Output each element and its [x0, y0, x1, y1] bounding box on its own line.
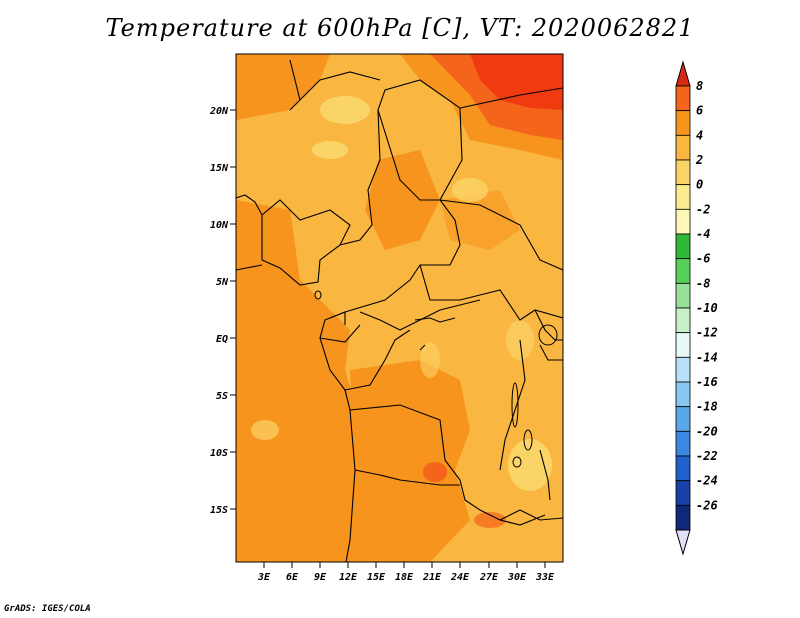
country-borders [236, 59, 563, 562]
colorbar-label: -8 [696, 276, 710, 290]
lon-label: 33E [535, 572, 555, 583]
colorbar-swatch [675, 406, 691, 432]
colorbar-min-arrow [675, 529, 691, 556]
colorbar-swatch [675, 208, 691, 235]
lon-label: 30E [507, 572, 527, 583]
lon-label: 27E [479, 572, 499, 583]
lat-label: 5N [216, 277, 229, 288]
colorbar-swatch [675, 480, 691, 506]
lat-label: 5S [216, 391, 228, 402]
colorbar-swatch [675, 307, 691, 334]
colorbar-label: -16 [696, 375, 718, 389]
colorbar-swatch [675, 110, 691, 136]
colorbar-label: -6 [696, 252, 710, 266]
colorbar-swatch [675, 381, 691, 408]
map-frame [235, 53, 564, 563]
colorbar-swatch [675, 430, 691, 457]
temperature-field [236, 54, 563, 562]
colorbar-label: 4 [696, 128, 703, 142]
lon-label: 15E [367, 572, 386, 583]
lake-outlines [314, 290, 558, 468]
lat-label: 15S [210, 505, 228, 516]
lat-label: 15N [210, 163, 229, 174]
latitude-axis: 20N 15N 10N 5N EQ 5S 10S 15S [209, 106, 236, 516]
colorbar-label: 6 [696, 104, 703, 118]
lon-label: 12E [339, 572, 358, 583]
colorbar-label: -12 [696, 326, 718, 340]
colorbar-label: 2 [695, 153, 703, 167]
lat-label: EQ [216, 334, 228, 345]
colorbar-label: -14 [696, 350, 718, 364]
colorbar [675, 60, 691, 556]
colorbar-swatch [675, 504, 691, 531]
colorbar-max-arrow [675, 60, 691, 87]
lat-label: 10N [210, 220, 229, 231]
colorbar-labels: 8 6 4 2 0 -2 -4 -6 -8 -10 -12 -14 -16 -18 -20 -22 -24 -26 [695, 79, 718, 512]
colorbar-label: -10 [696, 301, 718, 315]
colorbar-label: -26 [696, 498, 718, 512]
colorbar-label: 0 [696, 178, 703, 192]
colorbar-swatch [675, 85, 691, 112]
colorbar-swatch [675, 455, 691, 482]
lon-label: 21E [422, 572, 442, 583]
lon-label: 6E [286, 572, 299, 583]
colorbar-swatch [675, 332, 691, 358]
map-title: Temperature at 600hPa [C], VT: 202006282… [105, 14, 695, 42]
colorbar-swatch [675, 233, 691, 260]
colorbar-label: 8 [696, 79, 703, 93]
lat-label: 20N [209, 106, 229, 117]
colorbar-swatch [675, 159, 691, 186]
colorbar-label: -22 [696, 449, 718, 463]
lon-label: 3E [257, 572, 271, 583]
colorbar-label: -24 [696, 474, 718, 488]
colorbar-swatch [675, 184, 691, 210]
longitude-axis: 3E 6E 9E 12E 15E 18E 21E 24E 27E 30E 33E [257, 562, 555, 583]
colorbar-label: -18 [696, 400, 718, 414]
colorbar-swatch [675, 258, 691, 284]
lon-label: 9E [314, 572, 327, 583]
lon-label: 24E [450, 572, 470, 583]
colorbar-label: -4 [696, 227, 710, 241]
colorbar-swatch [675, 282, 691, 309]
lat-label: 10S [210, 448, 228, 459]
colorbar-label: -2 [696, 202, 710, 216]
colorbar-swatch [675, 356, 691, 383]
colorbar-swatch [675, 134, 691, 161]
grads-credit: GrADS: IGES/COLA [4, 604, 91, 614]
colorbar-label: -20 [696, 424, 718, 438]
lon-label: 18E [395, 572, 414, 583]
